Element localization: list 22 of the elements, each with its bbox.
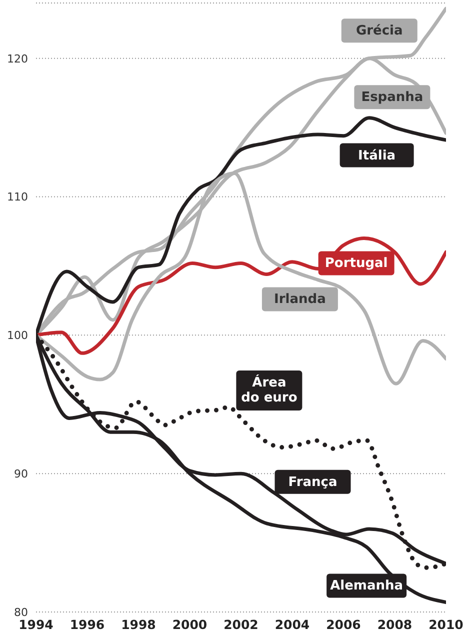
x-tick-label: 1996 — [70, 616, 105, 632]
x-tick-label: 2010 — [428, 616, 464, 632]
x-tick-label: 2000 — [172, 616, 208, 632]
y-tick-label: 80 — [14, 606, 28, 619]
x-tick-label: 2002 — [224, 616, 258, 632]
y-tick-label: 100 — [7, 329, 28, 342]
y-tick-label: 110 — [7, 190, 28, 204]
x-tick-label: 2008 — [377, 616, 412, 632]
series-label: Grécia — [356, 24, 403, 39]
y-tick-label: 120 — [7, 52, 28, 66]
x-tick-label: 1994 — [18, 616, 54, 632]
x-tick-label: 2006 — [326, 616, 362, 632]
series-label: Portugal — [324, 256, 388, 272]
y-tick-label: 90 — [14, 467, 28, 480]
x-tick-label: 1998 — [121, 616, 156, 632]
series-label: Irlanda — [274, 292, 326, 308]
series-label: Espanha — [361, 90, 424, 106]
series-label: Alemanha — [330, 578, 404, 594]
x-tick-label: 2004 — [274, 616, 310, 632]
series-label: França — [288, 474, 338, 490]
series-label: Área do euro — [241, 374, 298, 406]
series-label: Itália — [358, 148, 396, 164]
